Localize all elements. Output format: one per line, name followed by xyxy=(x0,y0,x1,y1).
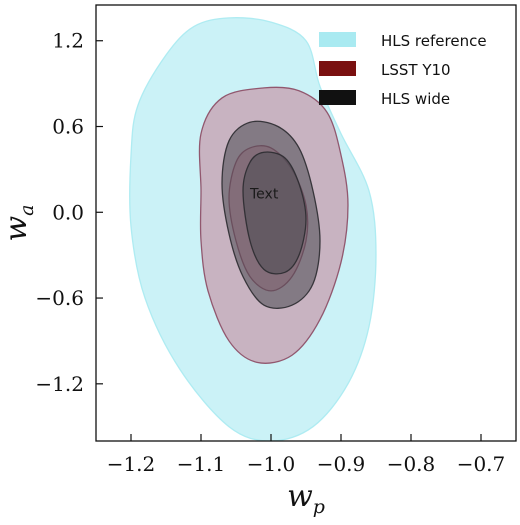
annotation-label: Text xyxy=(249,187,279,203)
legend-swatch-lsst-y10 xyxy=(319,61,356,76)
x-tick-label: −0.7 xyxy=(457,452,506,476)
y-tick-label: 0.0 xyxy=(52,200,84,224)
contour-layer xyxy=(129,17,377,442)
y-axis-label-sub: a xyxy=(16,204,38,215)
y-tick-label: 0.6 xyxy=(52,115,84,139)
legend-swatch-hls-wide xyxy=(319,90,356,105)
legend-swatch-hls-reference xyxy=(319,32,356,47)
x-tick-label: −1.1 xyxy=(177,452,226,476)
x-tick-label: −0.8 xyxy=(387,452,436,476)
plot-frame xyxy=(95,4,517,442)
legend-label-lsst-y10: LSST Y10 xyxy=(381,61,451,79)
legend-label-hls-reference: HLS reference xyxy=(381,32,487,50)
x-axis-label-main: w xyxy=(287,479,313,514)
x-tick-label: −1.2 xyxy=(107,452,156,476)
x-tick-label: −0.9 xyxy=(317,452,366,476)
x-tick-label: −1.0 xyxy=(247,452,296,476)
y-tick-label: 1.2 xyxy=(52,29,84,53)
y-axis-label-main: w xyxy=(0,216,34,242)
legend: HLS reference LSST Y10 HLS wide xyxy=(319,32,487,108)
legend-label-hls-wide: HLS wide xyxy=(381,90,450,108)
x-axis-label: wp xyxy=(287,479,325,518)
y-axis-ticks: 1.2 0.6 0.0 −0.6 −1.2 xyxy=(35,29,103,396)
contour-hls-wide-level-2 xyxy=(242,151,307,275)
y-tick-label: −0.6 xyxy=(35,286,84,310)
x-axis-ticks: −1.2 −1.1 −1.0 −0.9 −0.8 −0.7 xyxy=(107,434,506,476)
y-tick-label: −1.2 xyxy=(35,372,84,396)
x-axis-label-sub: p xyxy=(313,496,325,518)
y-axis-label: wa xyxy=(0,204,38,241)
